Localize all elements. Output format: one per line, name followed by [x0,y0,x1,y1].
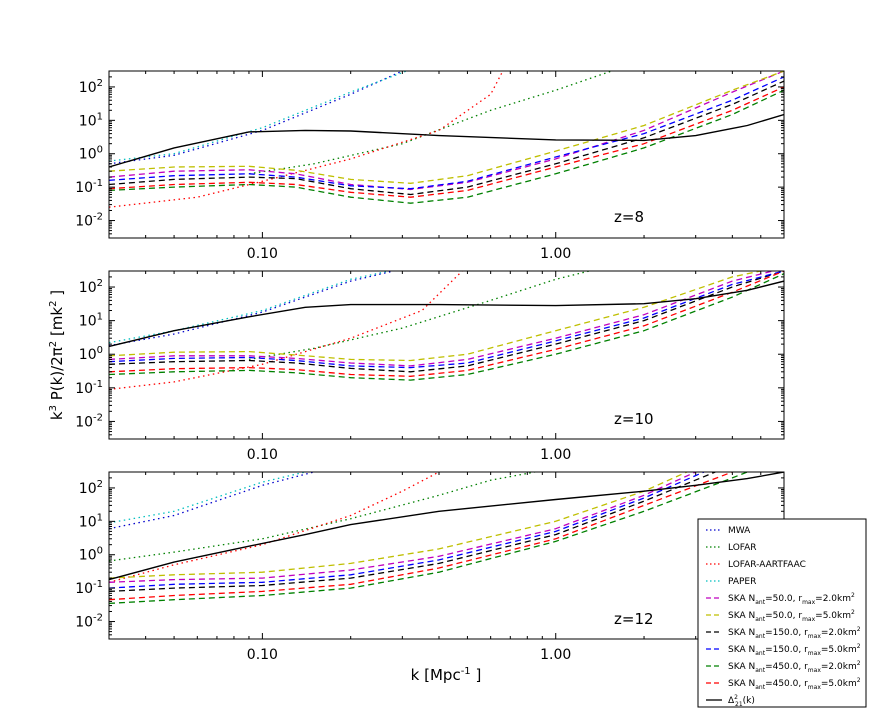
panel-z10: 10-2 10-1 100 101 102 0.10 1.00 z=10 [75,270,785,463]
legend-label-ska3: SKA Nant=150.0, rmax=2.0km2 [728,626,861,640]
legend-label-ska2: SKA Nant=50.0, rmax=5.0km2 [728,609,855,623]
panel-annotation-z8: z=8 [614,208,644,226]
y-tick-label: 102 [79,278,103,296]
series-ska6-z-panel-0 [109,86,784,198]
legend-label-ska5: SKA Nant=450.0, rmax=2.0km2 [728,660,861,674]
legend-label-lofar: LOFAR [728,543,757,553]
series-mwa-z-panel-2 [109,472,315,530]
y-tick-label: 10-1 [75,379,103,397]
series-ska1-z-panel-0 [109,71,784,191]
legend-label-mwa: MWA [728,526,751,536]
series-mwa-z-panel-1 [109,271,394,347]
series-ska4-z-panel-0 [109,76,784,190]
series-ska5-z-panel-1 [109,273,784,381]
series-paper-z-panel-2 [109,472,306,524]
panel-annotation-z12: z=12 [614,610,654,628]
series-ska3-z-panel-2 [109,472,716,593]
y-tick-label: 10-2 [75,613,103,631]
x-axis-label: k [Mpc-1 ] [411,666,482,684]
series-signal-z-panel-2 [109,472,784,581]
y-tick-label: 102 [79,78,103,96]
series-ska5-z-panel-2 [109,472,748,605]
series-ska3-z-panel-1 [109,271,784,373]
x-tick-label: 1.00 [540,647,571,663]
series-lofar-z-panel-2 [109,472,536,562]
plot-area-z12 [109,472,784,639]
y-axis-label: k3 P(k)/2π2 [mk2 ] [48,290,66,420]
legend-label-ska4: SKA Nant=150.0, rmax=5.0km2 [728,643,861,657]
series-ska5-z-panel-0 [109,89,784,204]
series-ska2-z-panel-1 [109,271,761,362]
series-ska2-z-panel-0 [109,71,784,184]
plot-area-z10 [109,271,784,439]
series-ska1-z-panel-1 [109,271,774,367]
legend-label-ska6: SKA Nant=450.0, rmax=5.0km2 [728,677,861,691]
y-tick-label: 10-2 [75,212,103,230]
series-signal-z-panel-0 [109,113,784,168]
series-ska6-z-panel-1 [109,271,784,377]
y-tick-label: 102 [79,479,103,497]
axes-frame-z8 [108,70,785,239]
y-tick-label: 100 [79,546,103,564]
panel-z12: 10-2 10-1 100 101 102 0.10 1.00 z=12 [75,471,785,663]
legend-label-signal: Δ2 21(k) [728,694,755,708]
y-tick-label: 100 [79,145,103,163]
axes-frame-z10 [108,270,785,440]
legend-label-lofar-aartfaac: LOFAR-AARTFAAC [728,560,806,570]
x-tick-label: 0.10 [247,447,278,463]
series-ska1-z-panel-2 [109,472,696,583]
y-tick-label: 101 [79,111,103,129]
y-tick-label: 101 [79,312,103,330]
panel-z8: 10-2 10-1 100 101 102 0.10 1.00 z=8 [75,70,785,262]
panel-annotation-z10: z=10 [614,410,654,428]
y-tick-label: 10-1 [75,178,103,196]
x-tick-label: 1.00 [540,246,571,262]
series-ska4-z-panel-1 [109,271,784,369]
series-ska6-z-panel-2 [109,472,733,601]
y-tick-label: 10-2 [75,412,103,430]
x-tick-label: 1.00 [540,447,571,463]
series-signal-z-panel-1 [109,280,784,348]
chart-legend: MWA LOFAR LOFAR-AARTFAAC PAPER SKA Nant=50.0… [697,518,867,708]
y-tick-label: 100 [79,345,103,363]
legend-label-paper: PAPER [728,577,756,587]
y-tick-label: 101 [79,512,103,530]
legend-label-ska1: SKA Nant=50.0, rmax=2.0km2 [728,592,855,606]
legend-frame [697,518,867,708]
series-lofar-aartfaac-z-panel-2 [109,472,440,583]
y-tick-label: 10-1 [75,579,103,597]
x-tick-label: 0.10 [247,647,278,663]
series-ska4-z-panel-2 [109,472,705,589]
x-tick-label: 0.10 [247,246,278,262]
plot-area-z8 [109,71,784,238]
series-ska3-z-panel-0 [109,80,784,196]
